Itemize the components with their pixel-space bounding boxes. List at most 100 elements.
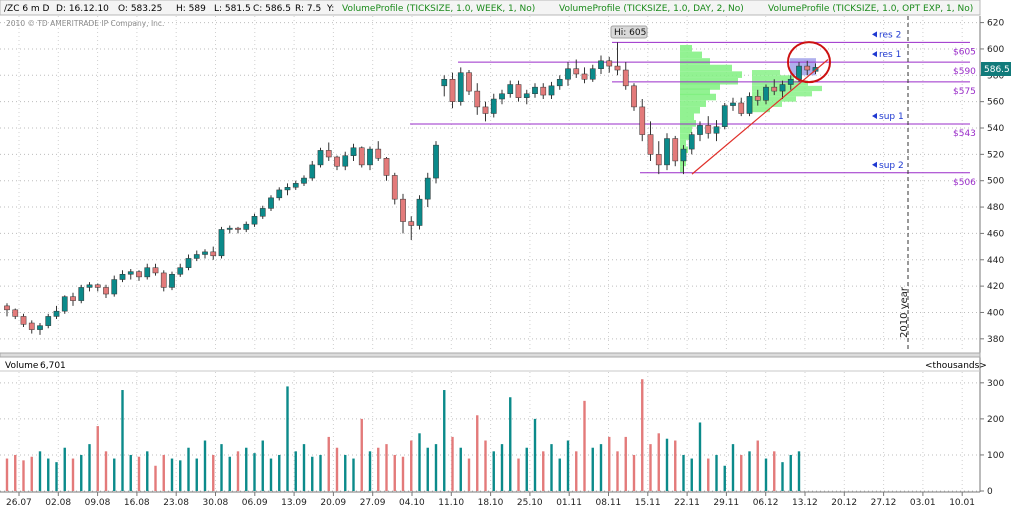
candle-body[interactable] bbox=[441, 78, 448, 87]
candle-body[interactable] bbox=[647, 134, 654, 155]
volume-bar[interactable] bbox=[269, 458, 273, 491]
volume-bar[interactable] bbox=[236, 451, 240, 491]
candle-body[interactable] bbox=[713, 126, 720, 134]
volume-bar[interactable] bbox=[22, 460, 25, 491]
volume-bar[interactable] bbox=[781, 462, 784, 491]
volume-bar[interactable] bbox=[88, 444, 91, 491]
candle-body[interactable] bbox=[548, 85, 555, 96]
volume-bar[interactable] bbox=[377, 447, 380, 491]
candle-body[interactable] bbox=[202, 251, 208, 255]
volume-bar[interactable] bbox=[616, 451, 619, 491]
candle-body[interactable] bbox=[342, 155, 349, 167]
candle-body[interactable] bbox=[94, 284, 101, 288]
volume-bar[interactable] bbox=[698, 422, 702, 491]
candle-body[interactable] bbox=[12, 309, 19, 317]
candle-body[interactable] bbox=[20, 316, 27, 325]
candle-body[interactable] bbox=[540, 86, 547, 96]
candle-body[interactable] bbox=[144, 267, 151, 278]
candle-body[interactable] bbox=[169, 274, 175, 288]
candle-body[interactable] bbox=[383, 158, 390, 176]
volume-bar[interactable] bbox=[302, 444, 306, 491]
candle-body[interactable] bbox=[375, 148, 382, 159]
volume-bar[interactable] bbox=[113, 458, 116, 491]
candle-body[interactable] bbox=[655, 154, 662, 166]
volume-bar[interactable] bbox=[162, 454, 165, 491]
candle-body[interactable] bbox=[185, 258, 192, 268]
volume-bar[interactable] bbox=[245, 447, 248, 491]
volume-bar[interactable] bbox=[509, 397, 512, 491]
volume-bar[interactable] bbox=[632, 454, 636, 491]
candle-body[interactable] bbox=[763, 86, 769, 101]
volume-bar[interactable] bbox=[476, 415, 479, 491]
candle-body[interactable] bbox=[565, 68, 571, 80]
candle-body[interactable] bbox=[779, 84, 786, 92]
candle-body[interactable] bbox=[433, 144, 439, 179]
volume-bar[interactable] bbox=[212, 454, 215, 491]
candle-body[interactable] bbox=[507, 84, 514, 94]
candle-body[interactable] bbox=[639, 106, 646, 135]
volume-bar[interactable] bbox=[459, 447, 462, 491]
volume-bar[interactable] bbox=[154, 465, 157, 491]
volume-bar[interactable] bbox=[484, 440, 487, 491]
candle-body[interactable] bbox=[268, 197, 274, 209]
candle-body[interactable] bbox=[746, 96, 753, 114]
volume-bar[interactable] bbox=[170, 458, 174, 491]
volume-bar[interactable] bbox=[14, 454, 17, 491]
candle-body[interactable] bbox=[449, 78, 456, 102]
price-axis[interactable]: 380 400 420 440 460 480 500 520 540 560 580 600 620 bbox=[980, 19, 1004, 345]
volume-bar[interactable] bbox=[410, 440, 413, 491]
candle-body[interactable] bbox=[284, 187, 291, 191]
candle-body[interactable] bbox=[28, 322, 35, 330]
volume-bar[interactable] bbox=[393, 454, 396, 491]
volume-bar[interactable] bbox=[278, 454, 281, 491]
volume-bar[interactable] bbox=[344, 454, 347, 491]
candle-body[interactable] bbox=[754, 96, 761, 101]
volume-bar[interactable] bbox=[641, 379, 644, 491]
candle-body[interactable] bbox=[771, 86, 778, 92]
volume-bar[interactable] bbox=[451, 436, 454, 491]
candle-body[interactable] bbox=[119, 274, 126, 280]
volume-bar[interactable] bbox=[80, 454, 83, 491]
time-axis[interactable]: 26.07 02.08 09.08 16.08 23.08 30.08 06.09 13.09… bbox=[6, 492, 975, 508]
volume-bar[interactable] bbox=[30, 456, 33, 491]
candle-body[interactable] bbox=[334, 156, 340, 167]
candle-body[interactable] bbox=[416, 198, 423, 226]
candle-body[interactable] bbox=[680, 148, 687, 162]
candle-body[interactable] bbox=[160, 272, 167, 288]
candle-body[interactable] bbox=[86, 284, 93, 288]
volume-bar[interactable] bbox=[599, 444, 603, 491]
volume-bar[interactable] bbox=[294, 451, 297, 491]
volume-bar[interactable] bbox=[352, 458, 355, 491]
candle-body[interactable] bbox=[243, 223, 250, 230]
volume-bar[interactable] bbox=[583, 400, 586, 491]
candle-body[interactable] bbox=[490, 98, 497, 114]
candle-body[interactable] bbox=[259, 208, 266, 217]
candle-body[interactable] bbox=[688, 134, 695, 150]
candle-body[interactable] bbox=[556, 78, 563, 87]
volume-bar[interactable] bbox=[731, 444, 735, 491]
volume-bar[interactable] bbox=[723, 465, 726, 491]
candle-body[interactable] bbox=[317, 150, 324, 166]
candle-body[interactable] bbox=[721, 105, 728, 127]
candle-body[interactable] bbox=[111, 279, 118, 295]
volume-bar[interactable] bbox=[426, 447, 429, 491]
volume-bar[interactable] bbox=[467, 458, 471, 491]
volume-bar[interactable] bbox=[542, 451, 545, 491]
candle-body[interactable] bbox=[309, 164, 316, 179]
volume-bar[interactable] bbox=[418, 433, 421, 491]
volume-bar[interactable] bbox=[773, 451, 776, 491]
volume-bar[interactable] bbox=[764, 458, 768, 491]
volume-bar[interactable] bbox=[179, 460, 182, 491]
candle-body[interactable] bbox=[499, 93, 505, 100]
candle-body[interactable] bbox=[532, 86, 538, 94]
candle-body[interactable] bbox=[515, 84, 522, 98]
volume-bar[interactable] bbox=[63, 447, 66, 491]
volume-bar[interactable] bbox=[187, 447, 190, 491]
volume-bar[interactable] bbox=[591, 447, 594, 491]
candle-body[interactable] bbox=[301, 177, 307, 184]
candle-body[interactable] bbox=[292, 183, 299, 188]
candle-body[interactable] bbox=[235, 227, 241, 230]
study-label-opt-exp[interactable]: VolumeProfile (TICKSIZE, 1.0, OPT EXP, 1… bbox=[768, 4, 973, 14]
volume-bar[interactable] bbox=[286, 386, 289, 491]
volume-bar[interactable] bbox=[624, 436, 627, 491]
